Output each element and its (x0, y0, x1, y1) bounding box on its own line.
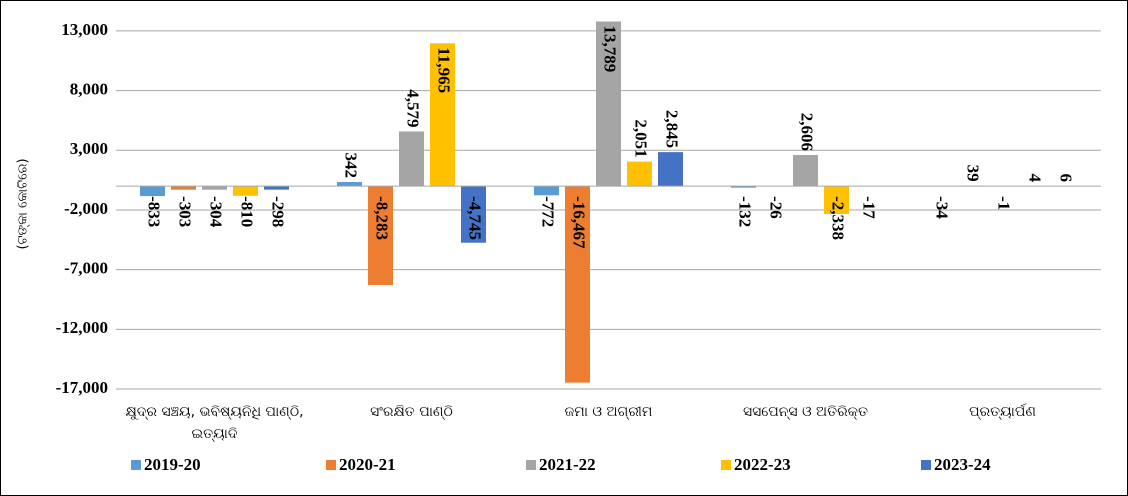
x-tick-label: ଜମା ଓ ଅଗ୍ରୀମ (564, 404, 653, 420)
value-label: -17 (860, 196, 879, 219)
value-label: -303 (176, 196, 195, 227)
value-label: -4,745 (466, 196, 485, 240)
y-tick-label: -12,000 (56, 318, 108, 337)
bar (171, 186, 196, 190)
value-label: -1 (995, 196, 1014, 210)
bar (430, 43, 455, 187)
value-label: 2,606 (798, 113, 817, 151)
value-label: -132 (736, 196, 755, 227)
value-label: -2,338 (829, 196, 848, 240)
value-label: -304 (207, 196, 226, 228)
y-tick-label: 8,000 (70, 80, 108, 99)
legend-label: 2020-21 (339, 455, 396, 474)
y-tick-label: 13,000 (61, 20, 108, 39)
bar (627, 161, 652, 187)
value-label: 4,579 (404, 89, 423, 127)
value-label: -810 (238, 196, 257, 227)
bar (824, 186, 849, 215)
legend-label: 2022-23 (734, 455, 791, 474)
legend-label: 2019-20 (144, 455, 201, 474)
legend-swatch (721, 460, 731, 470)
y-tick-label: 3,000 (70, 139, 108, 158)
bar (596, 21, 621, 187)
bar (202, 186, 227, 190)
bar (658, 152, 683, 187)
bar (233, 186, 258, 196)
bar (264, 186, 289, 190)
x-tick-label: ସଂରକ୍ଷିତ ପାଣ୍ଠି (370, 404, 453, 420)
value-label: -833 (145, 196, 164, 227)
y-axis-label: (ଟଙ୍କା କୋଟିରେ) (16, 158, 31, 249)
bar (399, 131, 424, 187)
bar (140, 186, 165, 197)
legend-swatch (526, 460, 536, 470)
value-label: -772 (539, 196, 558, 227)
value-label: 2,051 (632, 119, 651, 157)
x-tick-label: ସସପେନ୍ସ ଓ ଅତିରିକ୍ତ (742, 404, 869, 420)
legend-swatch (326, 460, 336, 470)
bar (534, 186, 559, 196)
value-label: 11,965 (435, 47, 454, 93)
bar (565, 186, 590, 383)
value-label: 4 (1026, 174, 1045, 183)
legend-swatch (921, 460, 931, 470)
legend-label: 2023-24 (934, 455, 991, 474)
y-tick-label: -7,000 (64, 259, 108, 278)
value-label: -34 (933, 196, 952, 219)
value-label: 13,789 (601, 26, 620, 73)
value-label: 342 (342, 153, 361, 179)
bar (368, 186, 393, 285)
bar (461, 186, 486, 243)
value-label: -16,467 (570, 196, 589, 249)
x-tick-label: କ୍ଷୁଦ୍ର ସଞ୍ଚୟ, ଭବିଷ୍ୟନିଧି ପାଣ୍ଠି, ଇତ୍ୟାଦ… (125, 404, 304, 442)
bar (337, 182, 362, 187)
value-label: -8,283 (373, 196, 392, 240)
value-label: 6 (1057, 174, 1076, 183)
value-label: -26 (767, 196, 786, 219)
value-label: 39 (964, 165, 983, 182)
value-label: -298 (269, 196, 288, 227)
value-label: 2,845 (663, 110, 682, 148)
y-tick-label: -17,000 (56, 378, 108, 397)
bar (731, 186, 756, 188)
legend-swatch (131, 460, 141, 470)
legend-label: 2021-22 (539, 455, 596, 474)
bar (793, 154, 818, 187)
y-tick-label: -2,000 (64, 199, 108, 218)
x-tick-label: ପ୍ରତ୍ୟାର୍ପଣ (969, 404, 1036, 420)
